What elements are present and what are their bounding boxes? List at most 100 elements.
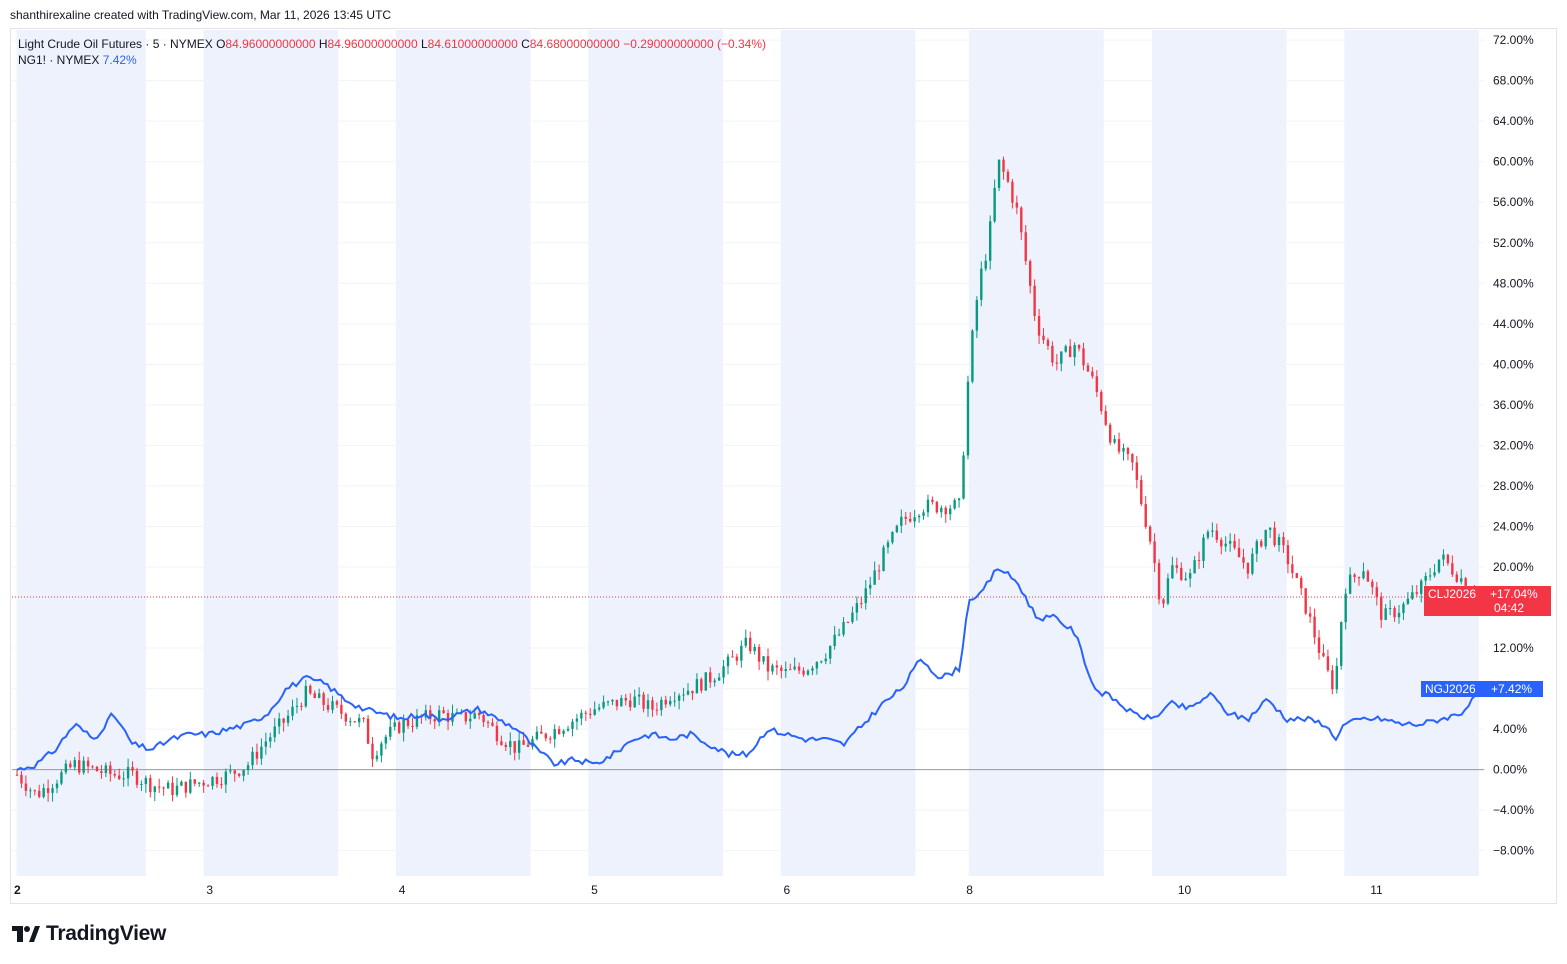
candle-body	[82, 760, 85, 773]
candle-body	[411, 725, 414, 727]
x-tick-label: 5	[591, 883, 598, 897]
candle-body	[349, 721, 352, 723]
candle-body	[1433, 572, 1436, 576]
candle-body	[1317, 637, 1321, 653]
candle-body	[980, 268, 983, 300]
candle-body	[620, 698, 623, 707]
candle-body	[829, 646, 832, 659]
candle-body	[153, 786, 156, 793]
candle-body	[300, 705, 303, 707]
candle-body	[1340, 622, 1343, 666]
candle-body	[713, 680, 716, 683]
candle-body	[589, 713, 592, 715]
candle-body	[873, 570, 876, 585]
x-tick-label: 11	[1370, 883, 1383, 897]
candle-body	[1157, 563, 1161, 600]
candle-body	[1051, 345, 1054, 363]
candle-body	[935, 501, 939, 513]
candle-body	[464, 712, 468, 722]
candle-body	[1268, 527, 1272, 530]
price-badge-ngj2026: NGJ2026 +7.42%	[1421, 681, 1543, 697]
y-tick-label: 36.00%	[1493, 398, 1534, 412]
candle-body	[1055, 362, 1059, 364]
candle-body	[64, 763, 68, 773]
candle-body	[633, 696, 636, 708]
y-tick-label: 52.00%	[1493, 236, 1534, 250]
candle-body	[771, 665, 774, 672]
candle-body	[580, 712, 583, 719]
candle-body	[1188, 573, 1192, 579]
candle-body	[722, 666, 725, 678]
candle-body	[15, 774, 19, 776]
candle-body	[251, 751, 254, 766]
ng-line	[16, 568, 1480, 771]
candle-body	[206, 785, 210, 787]
candle-body	[366, 718, 370, 744]
candle-body	[384, 736, 388, 744]
candle-body	[220, 784, 223, 786]
legend-second-row[interactable]: NG1! · NYMEX 7.42%	[18, 52, 766, 68]
candle-body	[433, 719, 436, 722]
candle-body	[1015, 202, 1019, 208]
candle-body	[922, 512, 925, 516]
x-tick-label: 8	[966, 883, 973, 897]
candle-body	[229, 770, 232, 772]
candle-body	[1104, 411, 1107, 425]
candle-body	[104, 765, 108, 774]
session-band-0	[17, 30, 146, 876]
x-axis[interactable]: 2 3 4 5 6 8 10 11	[14, 883, 1383, 897]
brand-name: TradingView	[46, 922, 167, 945]
candle-body	[602, 701, 605, 708]
legend-main-row[interactable]: Light Crude Oil Futures · 5 · NYMEX O84.…	[18, 36, 766, 52]
y-tick-label: 28.00%	[1493, 479, 1534, 493]
candle-body	[473, 713, 476, 719]
candle-body	[322, 693, 325, 705]
candle-body	[1308, 613, 1312, 617]
candle-body	[566, 728, 570, 731]
candle-body	[1255, 541, 1259, 554]
candle-body	[189, 779, 192, 793]
candle-body	[504, 744, 508, 748]
candle-body	[1113, 439, 1116, 443]
candle-body	[917, 515, 921, 518]
candle-body	[1060, 351, 1063, 364]
candle-body	[837, 634, 841, 636]
candle-body	[144, 777, 148, 785]
candle-body	[1251, 553, 1254, 574]
candle-body	[1313, 616, 1316, 638]
x-tick-label: 6	[783, 883, 790, 897]
candle-body	[1117, 439, 1121, 452]
candle-body	[1202, 537, 1205, 561]
chart-frame[interactable]	[10, 28, 1557, 904]
candle-body	[1402, 603, 1405, 613]
candle-body	[993, 187, 996, 222]
session-band-7	[1344, 30, 1479, 876]
candle-body	[597, 707, 601, 710]
candle-body	[24, 783, 28, 791]
tradingview-logo[interactable]: TradingView	[12, 922, 166, 946]
candle-body	[629, 700, 632, 708]
candle-body	[1406, 598, 1410, 604]
candle-body	[1148, 526, 1152, 542]
candle-body	[562, 730, 565, 734]
candle-body	[291, 706, 294, 716]
candle-body	[593, 709, 596, 715]
candle-body	[1193, 560, 1196, 574]
y-tick-label: 56.00%	[1493, 195, 1534, 209]
candle-body	[780, 667, 783, 672]
candle-body	[273, 726, 276, 738]
candle-body	[660, 699, 663, 711]
candle-body	[1122, 448, 1125, 452]
candle-body	[1277, 537, 1281, 546]
y-axis[interactable]: 72.00% 68.00% 64.00% 60.00% 56.00% 52.00% 48.0…	[1493, 33, 1534, 858]
chart-canvas[interactable]: 72.00%68.00%64.00%60.00%56.00%52.00%48.0…	[0, 0, 1567, 910]
candle-body	[277, 718, 281, 727]
candle-body	[717, 677, 721, 681]
candle-body	[282, 718, 285, 723]
candle-body	[895, 525, 899, 533]
candle-body	[469, 718, 472, 722]
candle-body	[957, 498, 961, 501]
tradingview-logo-icon	[12, 925, 40, 943]
candle-body	[1197, 560, 1201, 562]
candle-body	[1162, 599, 1165, 604]
